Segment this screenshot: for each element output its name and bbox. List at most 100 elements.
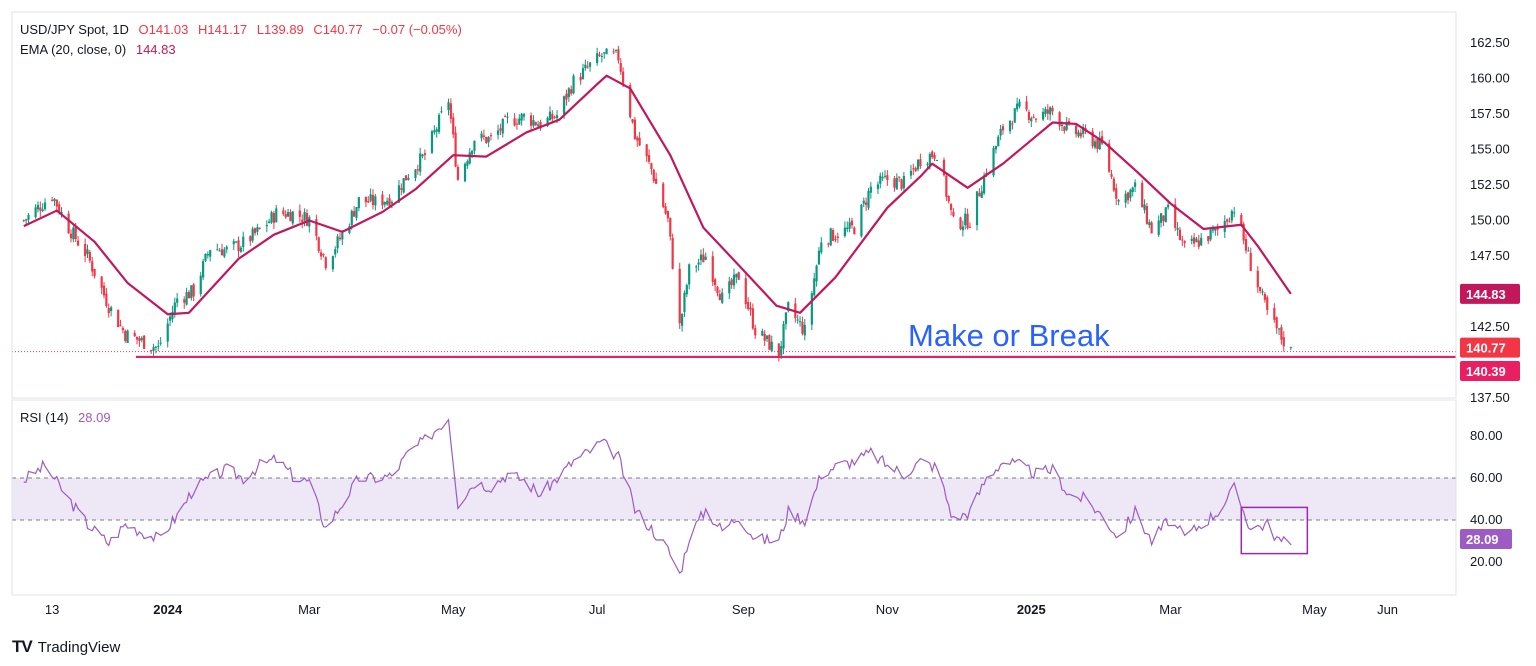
candle-body bbox=[402, 178, 405, 193]
candle-body bbox=[53, 198, 56, 202]
candle-body bbox=[555, 115, 559, 119]
candle-body bbox=[928, 153, 931, 166]
candle-body bbox=[515, 123, 519, 125]
candle-body bbox=[1082, 127, 1085, 135]
candle-body bbox=[1124, 193, 1127, 203]
candle-body bbox=[84, 243, 87, 257]
candle-body bbox=[371, 195, 375, 205]
candle-body bbox=[41, 209, 44, 211]
candle-body bbox=[520, 113, 523, 121]
candle-body bbox=[992, 148, 995, 176]
candle-body bbox=[67, 213, 70, 234]
candle-body bbox=[1067, 121, 1071, 124]
candle-body bbox=[862, 200, 865, 204]
candle-body bbox=[1096, 139, 1099, 149]
candle-body bbox=[168, 316, 172, 321]
candle-body bbox=[853, 227, 856, 235]
candle-body bbox=[586, 66, 589, 68]
candle-body bbox=[1249, 252, 1252, 271]
candle-body bbox=[473, 140, 476, 151]
candle-body bbox=[202, 261, 205, 278]
candle-body bbox=[133, 332, 136, 337]
candle-body bbox=[1167, 204, 1170, 208]
candle-body bbox=[218, 250, 221, 252]
candle-body bbox=[1129, 189, 1132, 198]
price-tick-label: 157.50 bbox=[1470, 106, 1510, 121]
candle-body bbox=[388, 198, 391, 207]
candle-body bbox=[350, 210, 353, 226]
candle-body bbox=[999, 128, 1002, 136]
candle-body bbox=[1108, 143, 1111, 172]
candle-body bbox=[949, 203, 953, 210]
candle-body bbox=[1011, 123, 1014, 125]
candle-body bbox=[1207, 236, 1210, 242]
candle-body bbox=[369, 194, 372, 201]
candle-body bbox=[1275, 317, 1278, 329]
candle-body bbox=[931, 151, 934, 158]
x-tick-label: Mar bbox=[1159, 602, 1182, 617]
candle-body bbox=[737, 272, 740, 280]
candle-body bbox=[829, 228, 832, 246]
candle-body bbox=[143, 335, 146, 349]
candle-body bbox=[404, 175, 408, 181]
price-tick-label: 155.00 bbox=[1470, 142, 1510, 157]
candle-body bbox=[416, 169, 419, 171]
candle-body bbox=[1112, 178, 1115, 191]
candle-body bbox=[1058, 112, 1061, 127]
candle-body bbox=[942, 159, 946, 176]
price-pane: Make or Break bbox=[12, 45, 1456, 362]
candle-body bbox=[617, 49, 620, 61]
candle-body bbox=[815, 265, 818, 282]
candle-body bbox=[301, 219, 304, 222]
price-axis-label-bg bbox=[1460, 283, 1520, 304]
candle-body bbox=[600, 55, 603, 57]
candle-body bbox=[72, 227, 75, 240]
candle-body bbox=[235, 241, 238, 243]
candle-body bbox=[1032, 116, 1035, 118]
candle-body bbox=[680, 313, 684, 326]
candle-body bbox=[919, 159, 922, 167]
candle-body bbox=[1178, 229, 1182, 240]
candle-body bbox=[124, 330, 127, 341]
candle-body bbox=[570, 89, 573, 94]
candle-body bbox=[1280, 327, 1283, 340]
candle-body bbox=[317, 237, 320, 252]
candle-body bbox=[1273, 307, 1276, 320]
candle-body bbox=[747, 301, 750, 310]
tradingview-brand[interactable]: TV TradingView bbox=[12, 637, 120, 657]
candle-body bbox=[190, 285, 193, 299]
candle-body bbox=[933, 155, 936, 159]
rsi-label: RSI (14) bbox=[20, 410, 69, 425]
candle-body bbox=[784, 312, 788, 325]
candle-body bbox=[34, 207, 37, 218]
ema-line bbox=[23, 74, 1292, 316]
candle-body bbox=[1008, 120, 1012, 132]
candle-body bbox=[1261, 291, 1264, 293]
candle-body bbox=[209, 250, 212, 257]
candle-body bbox=[100, 276, 103, 288]
candle-body bbox=[55, 199, 58, 207]
candle-body bbox=[265, 225, 268, 227]
rsi-legend: RSI (14) 28.09 bbox=[20, 410, 117, 425]
candle-body bbox=[1240, 215, 1243, 226]
candle-body bbox=[258, 227, 261, 229]
candle-body bbox=[173, 302, 176, 313]
candle-body bbox=[763, 333, 766, 341]
candle-body bbox=[1075, 125, 1078, 135]
candle-body bbox=[994, 146, 998, 150]
candle-body bbox=[546, 117, 549, 127]
candle-body bbox=[192, 284, 195, 297]
candle-body bbox=[239, 247, 242, 252]
candle-body bbox=[282, 210, 285, 214]
candle-body bbox=[1091, 131, 1094, 147]
candle-body bbox=[449, 103, 452, 119]
candle-body bbox=[1164, 207, 1167, 223]
candle-body bbox=[322, 253, 325, 256]
candle-body bbox=[93, 268, 96, 277]
candle-body bbox=[537, 124, 540, 127]
candle-body bbox=[798, 321, 802, 323]
candle-body bbox=[985, 172, 988, 175]
candle-body bbox=[338, 237, 342, 240]
price-axis-label: 144.83 bbox=[1466, 287, 1506, 302]
candle-body bbox=[1001, 126, 1005, 131]
